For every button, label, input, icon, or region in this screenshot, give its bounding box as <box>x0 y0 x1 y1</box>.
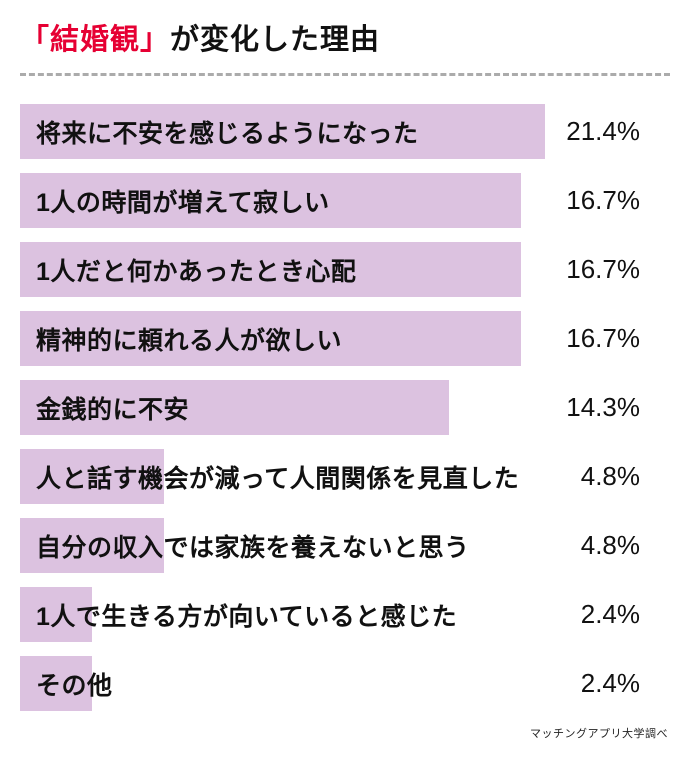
category-label: 将来に不安を感じるようになった <box>36 119 419 148</box>
chart-row: 人と話す機会が減って人間関係を見直した 4.8% <box>20 449 670 505</box>
value-label: 16.7% <box>566 185 640 216</box>
category-label: 金銭的に不安 <box>36 395 190 424</box>
bar <box>20 656 92 712</box>
chart-row: 精神的に頼れる人が欲しい 16.7% <box>20 311 670 367</box>
bar <box>20 518 164 574</box>
bar <box>20 587 92 643</box>
chart-row: 将来に不安を感じるようになった 21.4% <box>20 104 670 160</box>
chart-row: 自分の収入では家族を養えないと思う 4.8% <box>20 518 670 574</box>
category-label: 1人の時間が増えて寂しい <box>36 188 330 217</box>
dashed-divider <box>20 73 670 77</box>
value-label: 21.4% <box>566 116 640 147</box>
value-label: 4.8% <box>580 461 640 492</box>
category-label: 自分の収入では家族を養えないと思う <box>36 533 470 562</box>
value-label: 2.4% <box>580 599 640 630</box>
bar <box>20 380 449 436</box>
chart-row: 1人で生きる方が向いていると感じた 2.4% <box>20 587 670 643</box>
bar <box>20 104 545 160</box>
chart-row: その他 2.4% <box>20 656 670 712</box>
chart-row: 1人だと何かあったとき心配 16.7% <box>20 242 670 298</box>
bar <box>20 449 164 505</box>
header: 「結婚観」が変化した理由 <box>20 22 670 77</box>
category-label: 1人で生きる方が向いていると感じた <box>36 602 458 631</box>
title-rest: が変化した理由 <box>170 24 381 56</box>
category-label: 精神的に頼れる人が欲しい <box>36 326 343 355</box>
category-label: その他 <box>36 671 113 700</box>
page-title: 「結婚観」が変化した理由 <box>20 22 670 58</box>
value-label: 2.4% <box>580 668 640 699</box>
value-label: 16.7% <box>566 254 640 285</box>
category-label: 1人だと何かあったとき心配 <box>36 257 357 286</box>
bar <box>20 173 521 229</box>
source-credit: マッチングアプリ大学調べ <box>530 728 668 741</box>
chart-row: 1人の時間が増えて寂しい 16.7% <box>20 173 670 229</box>
infographic: 「結婚観」が変化した理由 将来に不安を感じるようになった 21.4% 1人の時間が増… <box>20 22 670 741</box>
title-bracketed-term: 「結婚観」 <box>20 24 171 56</box>
category-label: 人と話す機会が減って人間関係を見直した <box>36 464 520 493</box>
value-label: 4.8% <box>580 530 640 561</box>
bar-chart: 将来に不安を感じるようになった 21.4% 1人の時間が増えて寂しい 16.7% 1人だ… <box>20 104 670 712</box>
value-label: 16.7% <box>566 323 640 354</box>
chart-row: 金銭的に不安 14.3% <box>20 380 670 436</box>
bar <box>20 311 521 367</box>
value-label: 14.3% <box>566 392 640 423</box>
bar <box>20 242 521 298</box>
